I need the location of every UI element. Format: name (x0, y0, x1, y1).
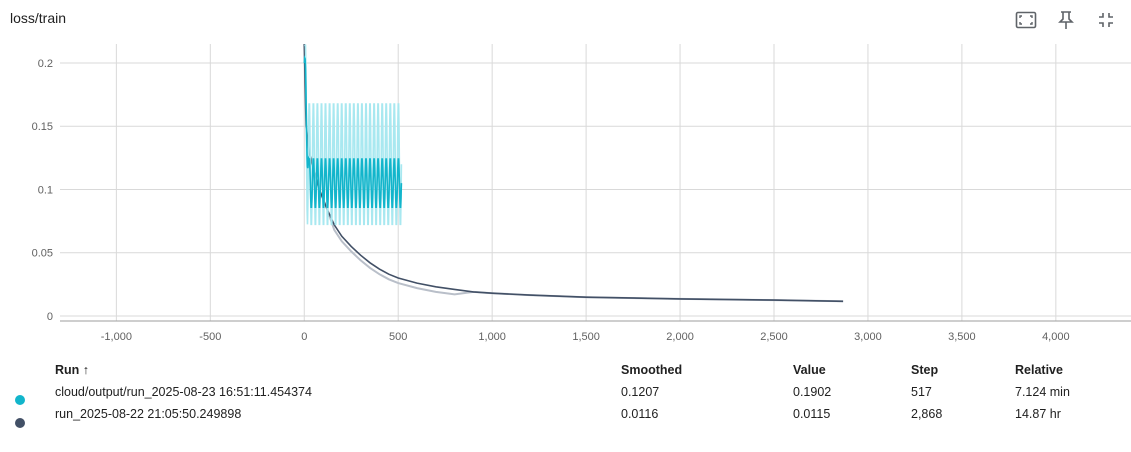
collapse-icon[interactable] (1095, 9, 1117, 31)
x-tick-label: 3,500 (948, 331, 976, 343)
step-value: 517 (911, 385, 932, 399)
y-tick-label: 0.15 (32, 121, 53, 133)
chart-toolbar (1015, 9, 1117, 31)
table-header-row: Run ↑ Smoothed Value Step Relative (0, 360, 1131, 382)
y-tick-label: 0 (47, 311, 53, 323)
run-color-dot (15, 395, 25, 405)
relative-time: 14.87 hr (1015, 407, 1061, 421)
column-header-step[interactable]: Step (911, 363, 939, 377)
x-tick-label: 1,000 (478, 331, 506, 343)
smoothed-value: 0.0116 (621, 407, 659, 421)
run-name: cloud/output/run_2025-08-23 16:51:11.454… (55, 385, 312, 399)
table-row[interactable]: cloud/output/run_2025-08-23 16:51:11.454… (0, 382, 1131, 405)
x-tick-label: -1,000 (101, 331, 132, 343)
smoothed-value: 0.1207 (621, 385, 660, 399)
run-table: Run ↑ Smoothed Value Step Relative cloud… (0, 360, 1131, 428)
pin-icon[interactable] (1055, 9, 1077, 31)
y-tick-label: 0.05 (32, 248, 53, 260)
x-tick-label: 0 (301, 331, 307, 343)
x-tick-label: 500 (389, 331, 407, 343)
x-tick-label: 2,500 (760, 331, 788, 343)
y-tick-label: 0.1 (38, 184, 53, 196)
run-name: run_2025-08-22 21:05:50.249898 (55, 407, 242, 421)
fit-domain-icon[interactable] (1015, 9, 1037, 31)
run-color-dot (15, 418, 25, 428)
line-chart[interactable]: -1,000 -500 0 500 1,000 1,500 2,000 2,500 3,000 3… (0, 38, 1131, 353)
x-tick-label: 1,500 (572, 331, 600, 343)
x-tick-label: 2,000 (666, 331, 694, 343)
table-row[interactable]: run_2025-08-22 21:05:50.249898 0.0116 0.… (0, 404, 1131, 428)
column-header-run[interactable]: Run ↑ (55, 363, 90, 377)
x-tick-label: 4,000 (1042, 331, 1070, 343)
column-header-value[interactable]: Value (793, 363, 826, 377)
relative-time: 7.124 min (1015, 385, 1070, 399)
column-header-smoothed[interactable]: Smoothed (621, 363, 683, 377)
series-smoothed-line (303, 55, 403, 208)
column-header-relative[interactable]: Relative (1015, 363, 1063, 377)
chart-title: loss/train (10, 10, 67, 26)
x-tick-label: 3,000 (854, 331, 882, 343)
x-tick-label: -500 (199, 331, 221, 343)
y-tick-label: 0.2 (38, 58, 53, 70)
step-value: 2,868 (911, 407, 943, 421)
raw-value: 0.0115 (793, 407, 831, 421)
raw-value: 0.1902 (793, 385, 832, 399)
